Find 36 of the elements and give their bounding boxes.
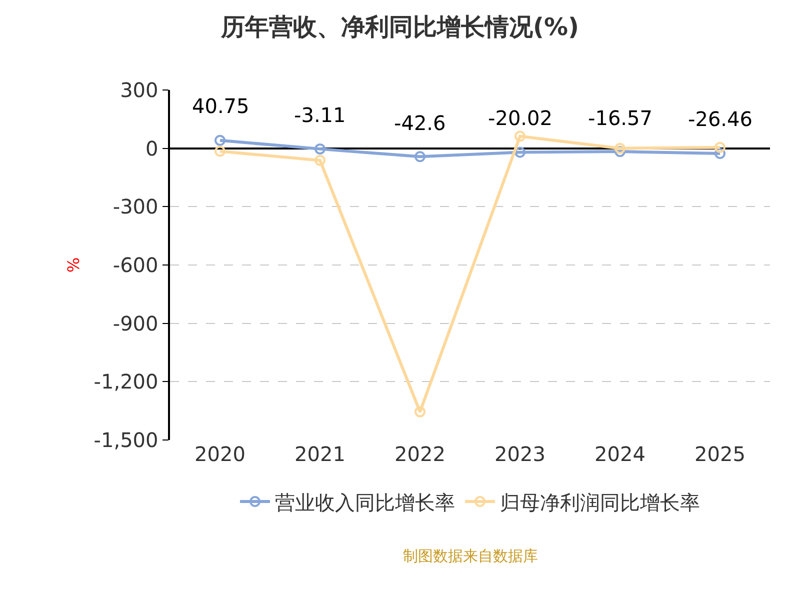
x-tick-label: 2021: [294, 442, 346, 466]
y-tick-label: -1,500: [94, 428, 158, 452]
y-tick-label: 0: [146, 136, 158, 160]
point: [614, 146, 626, 158]
y-tick-label: 300: [120, 78, 158, 102]
data-label: -16.57: [588, 106, 652, 130]
y-tick-label: -600: [112, 253, 158, 277]
data-label: -3.11: [294, 103, 346, 127]
x-tick-label: 2020: [194, 442, 246, 466]
legend-label: 归母净利润同比增长率: [500, 490, 700, 514]
point: [514, 146, 526, 158]
point: [714, 148, 726, 159]
x-tick-label: 2023: [494, 442, 546, 466]
data-label: -20.02: [488, 106, 552, 130]
point: [414, 406, 426, 418]
chart-title: 历年营收、净利同比增长情况(%): [220, 12, 579, 41]
data-label: 40.75: [192, 94, 250, 118]
point: [314, 154, 326, 166]
y-axis-title: %: [64, 257, 84, 273]
point: [214, 134, 226, 146]
y-tick-label: -900: [112, 311, 158, 336]
point: [414, 151, 426, 162]
point: [514, 130, 526, 142]
point: [614, 142, 626, 154]
data-label: -42.6: [394, 111, 446, 135]
data-label: -26.46: [688, 107, 752, 131]
x-tick-label: 2022: [394, 442, 446, 466]
text: 制图数据来自数据库: [403, 547, 538, 565]
point: [714, 142, 726, 153]
x-tick-label: 2025: [694, 442, 746, 466]
point: [214, 146, 226, 157]
x-tick-label: 2024: [594, 442, 646, 466]
point: [314, 143, 326, 154]
y-tick-label: -300: [112, 194, 158, 219]
legend-label: 营业收入同比增长率: [275, 490, 455, 514]
y-tick-label: -1,200: [94, 370, 158, 394]
